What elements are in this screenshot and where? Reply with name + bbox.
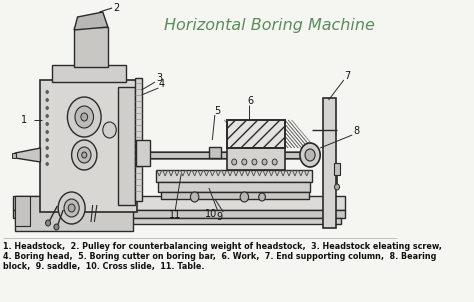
Bar bbox=[209, 147, 221, 158]
Circle shape bbox=[103, 122, 116, 138]
Text: 1: 1 bbox=[20, 115, 27, 125]
Bar bbox=[161, 192, 309, 199]
Circle shape bbox=[54, 224, 59, 230]
Polygon shape bbox=[15, 148, 40, 162]
Circle shape bbox=[46, 155, 48, 158]
Bar bbox=[118, 87, 135, 205]
Bar bbox=[323, 98, 336, 228]
Circle shape bbox=[46, 146, 48, 149]
Bar bbox=[156, 170, 312, 182]
Circle shape bbox=[46, 107, 48, 110]
Text: 8: 8 bbox=[353, 126, 359, 136]
Circle shape bbox=[46, 123, 48, 126]
Text: 5: 5 bbox=[214, 106, 220, 116]
Circle shape bbox=[64, 199, 79, 217]
Circle shape bbox=[46, 91, 48, 94]
Circle shape bbox=[81, 113, 88, 121]
Circle shape bbox=[75, 106, 93, 128]
Bar bbox=[228, 120, 285, 148]
Bar bbox=[12, 153, 16, 158]
Circle shape bbox=[272, 159, 277, 165]
Circle shape bbox=[232, 159, 237, 165]
Circle shape bbox=[72, 140, 97, 170]
Bar bbox=[334, 163, 340, 175]
Bar bbox=[228, 148, 285, 170]
Circle shape bbox=[335, 184, 339, 190]
Circle shape bbox=[259, 193, 265, 201]
Text: 11: 11 bbox=[169, 210, 181, 220]
Circle shape bbox=[46, 220, 51, 226]
Circle shape bbox=[67, 97, 101, 137]
Circle shape bbox=[242, 159, 247, 165]
Circle shape bbox=[191, 192, 199, 202]
Circle shape bbox=[46, 114, 48, 117]
Bar bbox=[158, 182, 310, 192]
Text: 7: 7 bbox=[345, 71, 351, 81]
Text: 3: 3 bbox=[156, 73, 162, 83]
Circle shape bbox=[240, 192, 248, 202]
Bar bbox=[13, 210, 346, 218]
Circle shape bbox=[46, 139, 48, 142]
Bar bbox=[15, 196, 30, 226]
Text: 9: 9 bbox=[217, 212, 223, 222]
Bar bbox=[52, 65, 127, 82]
Bar bbox=[13, 196, 346, 210]
Text: 4. Boring head,  5. Boring cutter on boring bar,  6. Work,  7. End supporting co: 4. Boring head, 5. Boring cutter on bori… bbox=[3, 252, 437, 261]
Bar bbox=[228, 120, 285, 148]
Circle shape bbox=[58, 192, 85, 224]
Polygon shape bbox=[74, 12, 108, 30]
Text: block,  9. saddle,  10. Cross slide,  11. Table.: block, 9. saddle, 10. Cross slide, 11. T… bbox=[3, 262, 205, 271]
Text: 10: 10 bbox=[205, 209, 217, 219]
Bar bbox=[137, 140, 150, 166]
Circle shape bbox=[78, 147, 91, 163]
Bar bbox=[0, 0, 400, 240]
Text: 2: 2 bbox=[113, 3, 119, 13]
Circle shape bbox=[300, 143, 320, 167]
Bar bbox=[15, 196, 133, 231]
Bar bbox=[74, 27, 108, 67]
Text: Horizontal Boring Machine: Horizontal Boring Machine bbox=[164, 18, 375, 33]
Text: 6: 6 bbox=[248, 96, 254, 106]
Circle shape bbox=[46, 130, 48, 133]
Circle shape bbox=[252, 159, 257, 165]
Bar bbox=[135, 78, 142, 201]
Circle shape bbox=[305, 149, 315, 161]
Text: 1. Headstock,  2. Pulley for counterbalancing weight of headstock,  3. Headstock: 1. Headstock, 2. Pulley for counterbalan… bbox=[3, 242, 442, 251]
Circle shape bbox=[68, 204, 75, 212]
Bar bbox=[40, 80, 137, 212]
Circle shape bbox=[262, 159, 267, 165]
Circle shape bbox=[46, 98, 48, 101]
Bar bbox=[139, 152, 312, 158]
Bar bbox=[17, 218, 341, 224]
Text: 4: 4 bbox=[158, 79, 164, 89]
Circle shape bbox=[46, 162, 48, 165]
Circle shape bbox=[82, 152, 87, 158]
